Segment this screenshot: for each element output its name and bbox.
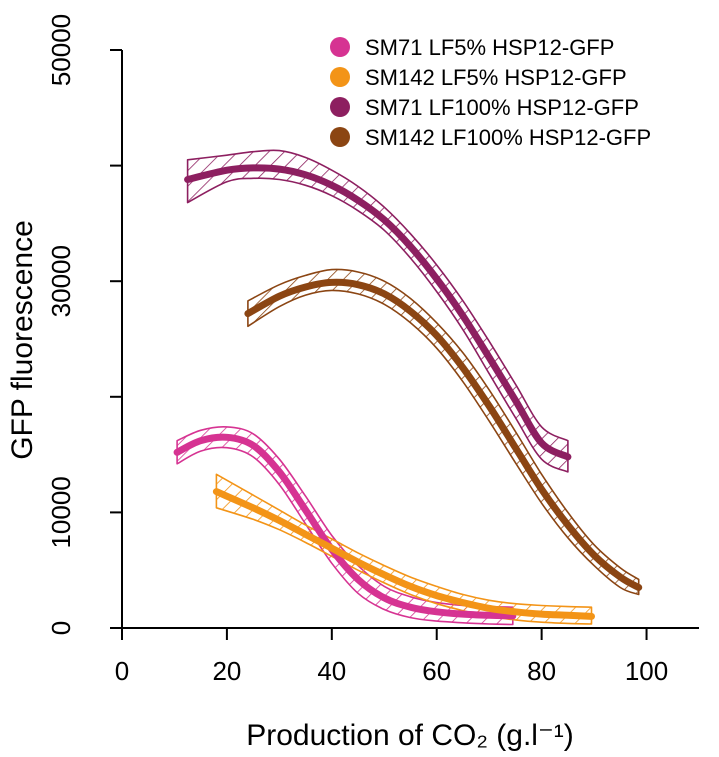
x-tick-label: 20 bbox=[212, 656, 241, 686]
x-tick-label: 0 bbox=[115, 656, 129, 686]
series-lines bbox=[173, 164, 643, 620]
legend: SM71 LF5% HSP12-GFP SM142 LF5% HSP12-GFP S… bbox=[330, 35, 651, 150]
line-sm71-lf5-hsp12-gfp bbox=[173, 433, 517, 620]
band-sm71-lf5-hsp12-gfp bbox=[176, 425, 514, 626]
axes: 0 20 40 60 80 100 0 10000 30000 50000 bbox=[46, 14, 699, 686]
y-ticks: 0 10000 30000 50000 bbox=[46, 14, 122, 635]
y-tick-label: 50000 bbox=[46, 14, 76, 86]
y-tick-label: 0 bbox=[46, 621, 76, 635]
x-axis-title: Production of CO₂ (g.l⁻¹) bbox=[246, 719, 574, 752]
band-sm142-lf100-hsp12-gfp bbox=[247, 268, 640, 596]
y-tick-label: 30000 bbox=[46, 245, 76, 317]
x-ticks: 0 20 40 60 80 100 bbox=[115, 628, 668, 686]
legend-marker bbox=[330, 127, 350, 147]
legend-marker bbox=[330, 67, 350, 87]
legend-label: SM71 LF5% HSP12-GFP bbox=[365, 35, 614, 60]
legend-marker bbox=[330, 37, 350, 57]
confidence-bands bbox=[176, 149, 640, 626]
line-sm71-lf100-hsp12-gfp bbox=[184, 164, 572, 461]
legend-label: SM71 LF100% HSP12-GFP bbox=[365, 95, 639, 120]
y-axis-title: GFP fluorescence bbox=[6, 220, 39, 460]
x-tick-label: 60 bbox=[422, 656, 451, 686]
x-tick-label: 80 bbox=[527, 656, 556, 686]
line-sm142-lf100-hsp12-gfp bbox=[244, 278, 643, 591]
x-tick-label: 100 bbox=[625, 656, 668, 686]
line-sm142-lf5-hsp12-gfp bbox=[212, 488, 595, 620]
y-tick-label: 10000 bbox=[46, 476, 76, 548]
legend-marker bbox=[330, 97, 350, 117]
legend-label: SM142 LF100% HSP12-GFP bbox=[365, 125, 651, 150]
x-tick-label: 40 bbox=[317, 656, 346, 686]
legend-label: SM142 LF5% HSP12-GFP bbox=[365, 65, 627, 90]
